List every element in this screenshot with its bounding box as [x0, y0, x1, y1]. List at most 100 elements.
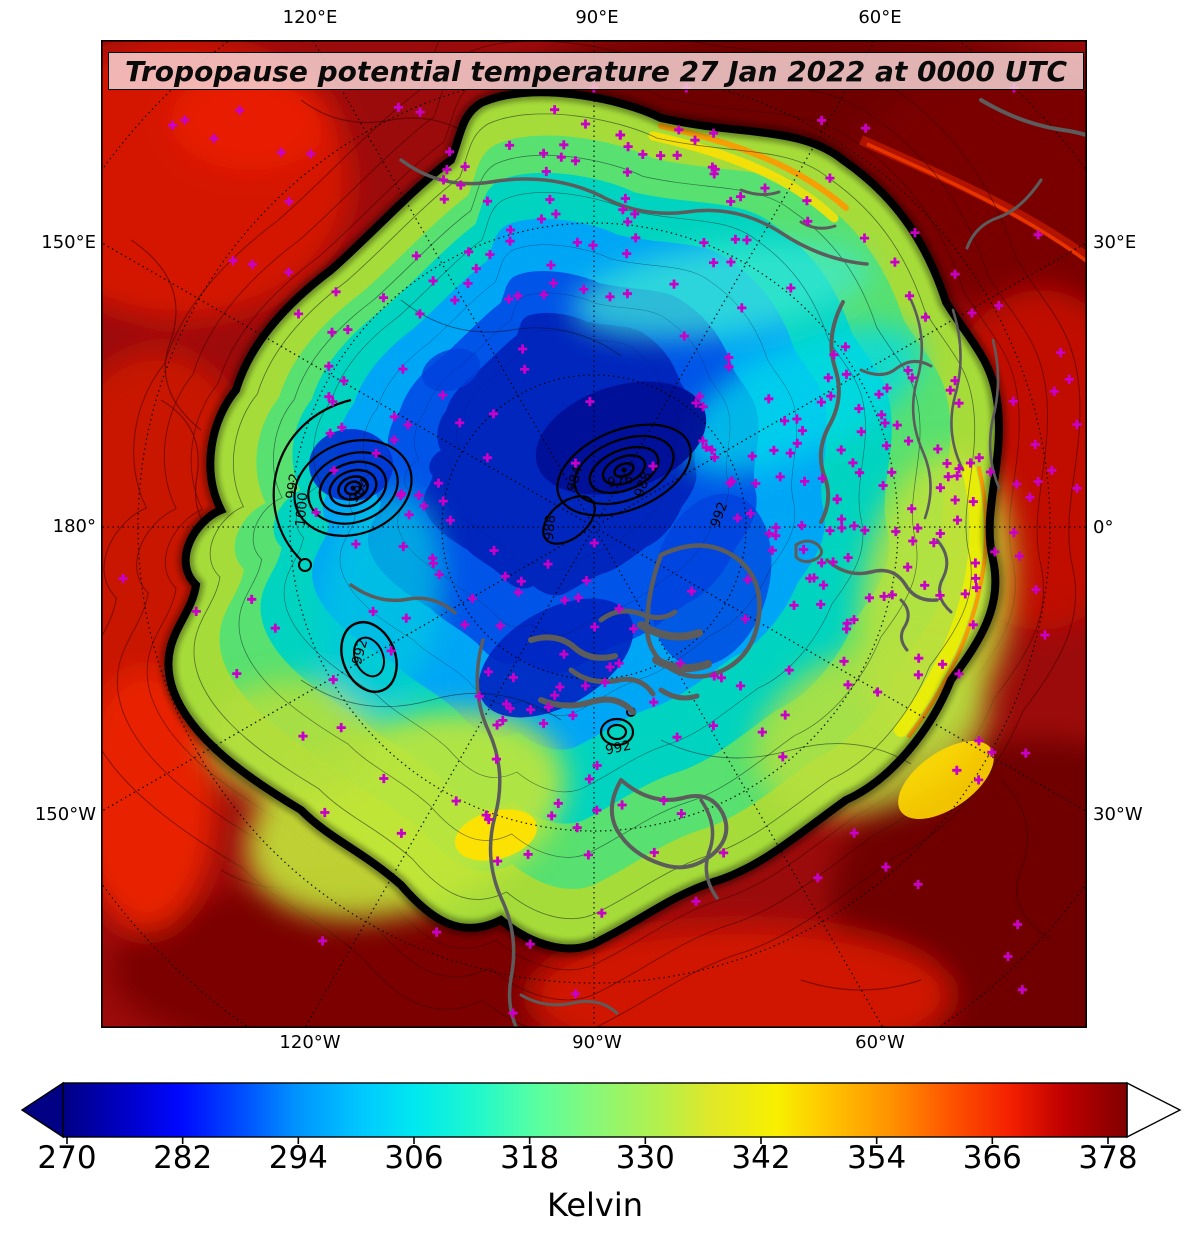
station-plus-marker: [592, 760, 602, 771]
station-plus-marker: [904, 291, 915, 301]
station-plus-marker: [247, 594, 257, 604]
station-plus-marker: [859, 233, 870, 243]
station-plus-marker: [816, 397, 827, 407]
station-plus-marker: [570, 458, 581, 468]
station-plus-marker: [623, 217, 633, 227]
station-plus-marker: [950, 269, 960, 279]
station-plus-marker: [614, 604, 624, 614]
graticule-label: 180°: [52, 516, 96, 537]
station-plus-marker: [937, 659, 948, 669]
graticule-label: 60°E: [858, 7, 902, 28]
station-plus-marker: [324, 392, 334, 402]
station-plus-marker: [1030, 439, 1040, 450]
station-plus-marker: [1040, 630, 1050, 640]
station-plus-marker: [118, 573, 128, 584]
station-plus-marker: [228, 256, 238, 266]
colorbar-tick-label: 270: [37, 1140, 97, 1176]
coastlines: [349, 98, 1087, 1028]
station-plus-marker: [474, 691, 484, 701]
station-plus-marker: [379, 773, 389, 784]
station-plus-marker: [235, 105, 245, 115]
station-plus-marker: [460, 161, 470, 172]
station-plus-marker: [829, 350, 839, 360]
station-plus-marker: [942, 458, 952, 469]
graticule-label: 120°E: [282, 7, 338, 28]
station-plus-marker: [887, 467, 897, 477]
station-plus-marker: [298, 731, 308, 741]
station-plus-marker: [816, 599, 826, 610]
contour-label: 976: [606, 471, 634, 491]
station-plus-marker: [742, 235, 752, 245]
station-plus-marker: [672, 150, 682, 160]
contour-label: 984: [564, 464, 586, 493]
station-plus-marker: [708, 720, 719, 731]
station-plus-marker: [913, 523, 923, 533]
station-plus-marker: [489, 545, 499, 556]
station-plus-marker: [493, 856, 503, 866]
station-plus-marker: [622, 289, 633, 299]
station-plus-marker: [467, 593, 478, 604]
station-plus-marker: [167, 120, 178, 130]
station-plus-marker: [450, 295, 460, 305]
station-plus-marker: [442, 165, 452, 175]
station-plus-marker: [698, 402, 708, 412]
station-plus-marker: [555, 682, 565, 692]
station-plus-marker: [545, 194, 555, 205]
station-plus-marker: [541, 166, 551, 177]
graticule-label: 90°W: [572, 1032, 622, 1053]
contour-label: 988: [541, 514, 559, 541]
station-plus-marker: [492, 720, 502, 730]
station-plus-marker: [785, 448, 795, 458]
colorbar-tick-label: 282: [153, 1140, 213, 1176]
station-plus-marker: [913, 670, 924, 680]
station-plus-marker: [825, 173, 835, 183]
station-plus-marker: [945, 385, 955, 395]
station-plus-marker: [675, 658, 685, 668]
graticule-label: 150°E: [41, 232, 96, 253]
station-plus-marker: [769, 445, 779, 455]
colorbar-tick-label: 330: [615, 1140, 675, 1176]
station-plus-marker: [592, 805, 602, 815]
station-plus-marker: [891, 526, 901, 537]
station-plus-marker: [329, 465, 339, 475]
station-plus-marker: [432, 927, 442, 937]
station-plus-marker: [903, 562, 913, 572]
station-plus-marker: [903, 436, 914, 446]
station-plus-marker: [816, 115, 827, 126]
station-plus-marker: [802, 196, 812, 206]
station-plus-marker: [588, 240, 598, 250]
station-plus-marker: [434, 569, 444, 580]
colorbar-extend-min-arrow: [20, 1081, 64, 1139]
station-plus-marker: [971, 582, 982, 593]
station-plus-marker: [950, 376, 960, 386]
station-plus-marker: [284, 196, 294, 207]
station-plus-marker: [306, 149, 316, 159]
station-plus-marker: [516, 576, 526, 586]
station-plus-marker: [803, 216, 813, 226]
station-plus-marker: [849, 521, 859, 531]
station-plus-marker: [556, 152, 566, 162]
station-plus-marker: [508, 672, 518, 683]
station-plus-marker: [974, 453, 984, 463]
station-plus-marker: [718, 848, 729, 858]
station-plus-marker: [952, 471, 962, 481]
station-plus-marker: [876, 410, 887, 420]
station-plus-marker: [451, 796, 461, 806]
station-plus-marker: [551, 209, 561, 219]
station-plus-marker: [735, 192, 746, 202]
station-plus-marker: [396, 828, 406, 838]
station-plus-marker: [679, 331, 689, 341]
station-plus-marker: [881, 862, 891, 872]
station-plus-marker: [954, 398, 964, 408]
station-plus-marker: [386, 646, 396, 656]
station-plus-marker: [890, 257, 900, 267]
station-plus-marker: [460, 620, 470, 630]
station-plus-marker: [1033, 230, 1043, 240]
station-plus-marker: [798, 544, 809, 555]
station-plus-marker: [464, 247, 474, 257]
station-plus-marker: [389, 435, 399, 445]
station-plus-marker: [860, 525, 870, 535]
station-plus-marker: [990, 547, 1000, 557]
station-plus-marker: [368, 606, 378, 617]
station-plus-marker: [707, 445, 717, 455]
